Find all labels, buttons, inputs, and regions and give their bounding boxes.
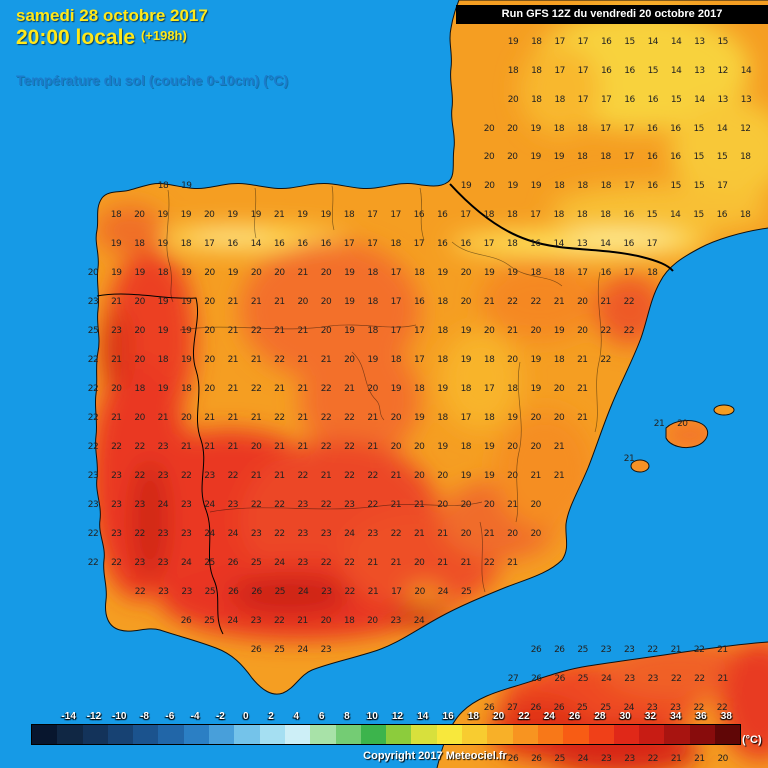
legend-value: -2 bbox=[215, 711, 225, 722]
legend-swatch bbox=[158, 725, 184, 744]
legend-swatch bbox=[715, 725, 741, 744]
legend-value: 34 bbox=[670, 711, 682, 722]
legend-value: 36 bbox=[695, 711, 707, 722]
legend-value: 30 bbox=[619, 711, 631, 722]
time-text: 20:00 locale bbox=[16, 26, 136, 49]
mallorca-coastline bbox=[665, 420, 709, 449]
legend-value: -6 bbox=[165, 711, 175, 722]
legend-value: 6 bbox=[318, 711, 325, 722]
legend-value: -4 bbox=[190, 711, 200, 722]
legend-value: 26 bbox=[569, 711, 581, 722]
province-borders bbox=[166, 185, 602, 593]
legend-swatch bbox=[57, 725, 83, 744]
legend-value: 24 bbox=[543, 711, 555, 722]
run-banner: Run GFS 12Z du vendredi 20 octobre 2017 bbox=[456, 5, 768, 24]
legend-value: 32 bbox=[644, 711, 657, 722]
legend-swatch bbox=[234, 725, 260, 744]
date-label: samedi 28 octobre 2017 bbox=[16, 6, 208, 25]
legend-swatch bbox=[563, 725, 589, 744]
legend-swatch bbox=[335, 725, 361, 744]
legend-swatch bbox=[82, 725, 108, 744]
parameter-label: Température du sol (couche 0-10cm) (°C) bbox=[16, 72, 289, 88]
legend-color-bar bbox=[31, 724, 742, 745]
pyrenees-border bbox=[449, 183, 674, 272]
legend-value: -14 bbox=[61, 711, 76, 722]
legend-swatch bbox=[183, 725, 210, 744]
legend-swatch bbox=[32, 725, 58, 744]
iberia-coastline bbox=[94, 0, 768, 695]
legend-value: 18 bbox=[467, 711, 479, 722]
legend-value: 38 bbox=[720, 711, 732, 722]
legend-value: 2 bbox=[268, 711, 274, 722]
legend-swatch bbox=[386, 725, 412, 744]
legend-swatch bbox=[310, 725, 336, 744]
legend-value: 20 bbox=[493, 711, 505, 722]
legend-swatch bbox=[689, 725, 716, 744]
ibiza-coastline bbox=[630, 459, 650, 473]
legend-value: -10 bbox=[112, 711, 127, 722]
menorca-coastline bbox=[713, 404, 735, 416]
legend-value: 0 bbox=[242, 711, 249, 722]
legend: -14 -12 -10 -8 -6 -4 -2 0 2 4 6 8 10 12 14 16 18 20 22 24 26… bbox=[31, 711, 742, 745]
legend-swatch bbox=[436, 725, 463, 744]
legend-swatch bbox=[107, 725, 134, 744]
africa-coastline bbox=[436, 641, 768, 768]
legend-swatch bbox=[487, 725, 513, 744]
legend-swatch bbox=[613, 725, 640, 744]
legend-value: 28 bbox=[594, 711, 606, 722]
copyright-label: Copyright 2017 Meteociel.fr bbox=[363, 750, 507, 762]
legend-swatch bbox=[209, 725, 235, 744]
legend-value: 22 bbox=[518, 711, 530, 722]
time-label: 20:00 locale (+198h) bbox=[16, 26, 187, 50]
legend-swatch bbox=[512, 725, 538, 744]
legend-value: -12 bbox=[86, 711, 102, 722]
portugal-border bbox=[96, 293, 224, 635]
unit-label: (°C) bbox=[742, 734, 762, 746]
legend-value: 8 bbox=[344, 711, 350, 722]
legend-values: -14 -12 -10 -8 -6 -4 -2 0 2 4 6 8 10 12 14 16 18 20 22 24 26… bbox=[56, 711, 741, 722]
legend-swatch bbox=[462, 725, 488, 744]
legend-value: 14 bbox=[417, 711, 429, 722]
legend-value: -8 bbox=[140, 711, 149, 722]
legend-swatch bbox=[639, 725, 665, 744]
legend-swatch bbox=[411, 725, 437, 744]
forecast-offset: (+198h) bbox=[140, 28, 187, 43]
legend-swatch bbox=[133, 725, 159, 744]
legend-swatch bbox=[284, 725, 311, 744]
legend-value: 4 bbox=[293, 711, 300, 722]
legend-swatch bbox=[664, 725, 690, 744]
legend-swatch bbox=[537, 725, 564, 744]
legend-value: 12 bbox=[391, 711, 404, 722]
legend-swatch bbox=[259, 725, 285, 744]
legend-swatch bbox=[360, 725, 387, 744]
legend-value: 16 bbox=[442, 711, 454, 722]
legend-value: 10 bbox=[366, 711, 378, 722]
legend-swatch bbox=[588, 725, 614, 744]
